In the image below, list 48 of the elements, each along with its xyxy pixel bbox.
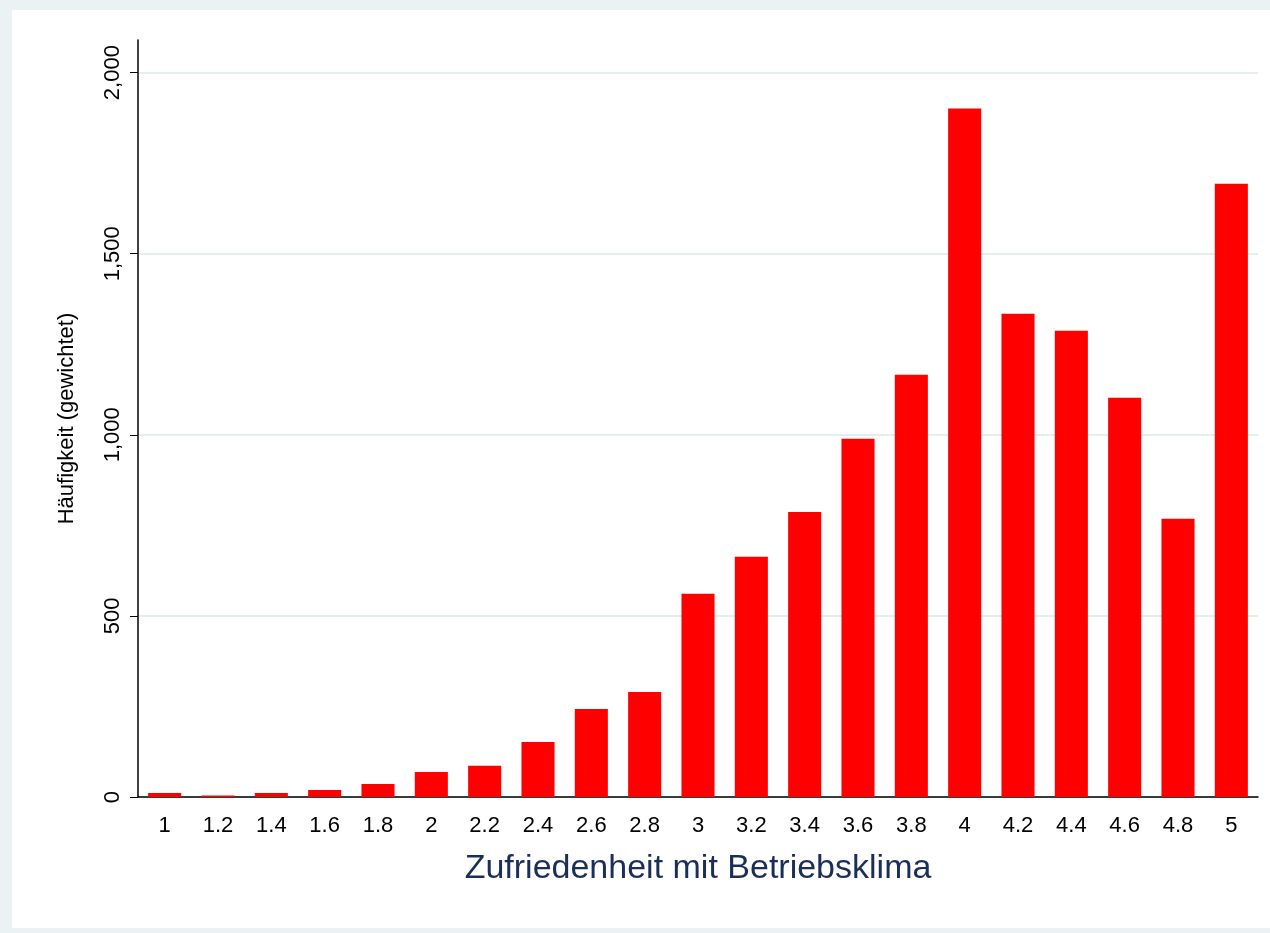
bar <box>414 772 448 797</box>
x-tick-label: 4.2 <box>1002 811 1034 837</box>
x-tick-label: 1 <box>158 811 171 837</box>
bar <box>841 438 875 797</box>
x-tick-label: 1.2 <box>202 811 234 837</box>
x-tick-label: 2.2 <box>469 811 500 837</box>
bar <box>1001 313 1035 797</box>
y-tick-label: 500 <box>98 597 124 635</box>
x-tick-label: 2 <box>425 811 438 837</box>
bar <box>788 511 822 797</box>
y-axis-title: Häufigkeit (gewichtet) <box>52 312 78 525</box>
bar <box>468 765 502 797</box>
bar <box>148 793 182 797</box>
x-tick-label: 4.8 <box>1162 811 1194 837</box>
x-tick-label: 3.4 <box>789 811 820 837</box>
x-tick-label: 4.4 <box>1056 811 1087 837</box>
x-tick-label: 2.8 <box>629 811 660 837</box>
x-tick-label: 4 <box>958 811 971 837</box>
y-tick-label: 1,500 <box>98 226 124 282</box>
x-tick-label: 1.4 <box>256 811 287 837</box>
bar <box>948 108 982 797</box>
bar <box>1054 330 1088 797</box>
x-tick-label: 3.2 <box>736 811 767 837</box>
bar <box>894 374 928 797</box>
bar <box>361 783 395 797</box>
bar <box>521 741 555 797</box>
y-tick-label: 2,000 <box>98 45 124 101</box>
bar <box>1214 183 1248 797</box>
x-tick-label: 2.4 <box>522 811 554 837</box>
x-tick-label: 2.6 <box>576 811 607 837</box>
x-axis-title: Zufriedenheit mit Betriebsklima <box>464 847 932 885</box>
bar <box>681 593 715 797</box>
y-tick-label: 1,000 <box>98 407 124 463</box>
y-tick-label: 0 <box>98 790 124 804</box>
x-tick-label: 3 <box>691 811 705 837</box>
bar <box>1108 397 1142 797</box>
x-tick-label: 3.6 <box>842 811 874 837</box>
bar <box>1161 518 1195 797</box>
x-tick-label: 4.6 <box>1109 811 1140 837</box>
bar <box>574 708 608 797</box>
bar <box>734 556 768 797</box>
x-tick-label: 3.8 <box>896 811 927 837</box>
x-tick-label: 1.6 <box>309 811 340 837</box>
bar <box>254 793 288 797</box>
bar <box>628 691 662 797</box>
x-tick-label: 1.8 <box>362 811 394 837</box>
x-tick-label: 5 <box>1225 811 1238 837</box>
bar <box>308 790 342 797</box>
